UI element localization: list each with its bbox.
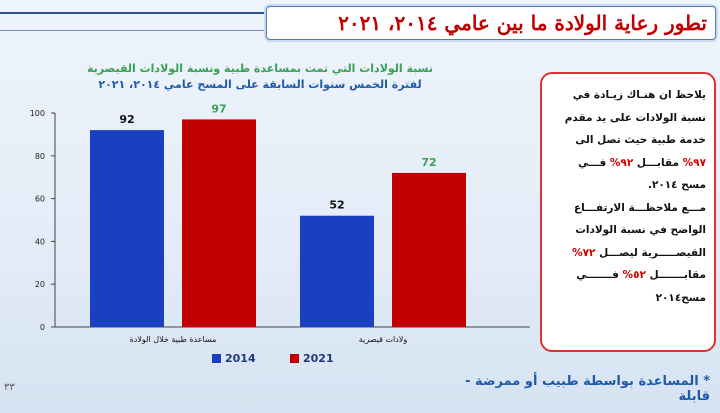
note-highlight: ٩٧%	[682, 156, 706, 169]
y-tick-label: 0	[40, 323, 45, 332]
note-line: مـــع ملاحظـــة الارتفـــاع	[574, 201, 706, 214]
legend-swatch-2014	[212, 354, 221, 363]
note-highlight: ٥٢%	[622, 269, 646, 281]
note-text: القيصـــــرية ليصـــل	[595, 246, 706, 259]
note-highlight: ٩٢%	[609, 156, 634, 169]
chart-title-line2: لفترة الخمس سنوات السابقة على المسح عامي…	[98, 78, 422, 91]
slide-title-box: تطور رعاية الولادة ما بين عامي ٢٠١٤، ٢٠٢…	[266, 6, 716, 40]
note-line: مقابـــــــل ٥٢% فـــــــي	[550, 264, 706, 287]
page-number: ٣٣	[4, 382, 15, 393]
slide-title: تطور رعاية الولادة ما بين عامي ٢٠١٤، ٢٠٢…	[338, 11, 707, 35]
y-tick-label: 100	[30, 109, 45, 118]
data-label: 92	[119, 113, 134, 126]
note-text: فـــي	[577, 156, 610, 169]
note-text: مقابـــل	[633, 156, 683, 169]
legend-label: 2014	[225, 352, 256, 365]
chart-title-line1: نسبة الولادات التي تمت بمساعدة طبية ونسب…	[86, 62, 434, 75]
data-label: 72	[421, 156, 436, 169]
note-box: يلاحظ ان هنـاك زيـادة في نسبة الولادات ع…	[540, 72, 716, 352]
note-line: ٩٧% مقابـــل ٩٢% فـــي	[550, 152, 706, 175]
data-label: 97	[211, 102, 226, 115]
legend-label: 2021	[303, 352, 334, 365]
bar-2014	[300, 215, 374, 327]
decorative-line	[0, 12, 266, 14]
note-text: مقابـــــــل	[645, 269, 706, 281]
note-highlight: ٧٢%	[572, 246, 596, 259]
y-tick-label: 80	[35, 152, 45, 161]
footnote: * المساعدة بواسطة طبيب أو ممرضة - قابلة	[465, 374, 710, 404]
data-label: 52	[329, 199, 344, 212]
y-tick-label: 60	[35, 195, 45, 204]
note-line: خدمة طبية حيث تصل الى	[575, 134, 706, 146]
bar-2021	[392, 172, 466, 327]
bar-chart: 0 20 40 60 80 100 92 97 مساعدة طبية خلال الولادة…	[30, 102, 530, 365]
y-tick-label: 20	[35, 280, 45, 289]
category-label: مساعدة طبية خلال الولادة	[130, 335, 217, 344]
note-line: مسح ٢٠١٤.	[647, 179, 706, 191]
y-tick-label: 40	[35, 237, 45, 246]
category-label: ولادات قيصرية	[359, 335, 408, 344]
note-line: يلاحظ ان هنـاك زيـادة في	[572, 89, 706, 101]
legend-swatch-2021	[290, 354, 299, 363]
note-line: مسح٢٠١٤	[655, 291, 706, 304]
note-line: الواضح في نسبة الولادات	[575, 224, 706, 236]
note-text: فـــــــي	[576, 269, 623, 281]
note-line: القيصـــــرية ليصـــل ٧٢%	[550, 242, 706, 265]
bar-2021	[182, 119, 256, 327]
decorative-line	[0, 30, 266, 31]
note-line: نسبة الولادات على يد مقدم	[564, 111, 706, 124]
bar-2014	[90, 130, 164, 327]
